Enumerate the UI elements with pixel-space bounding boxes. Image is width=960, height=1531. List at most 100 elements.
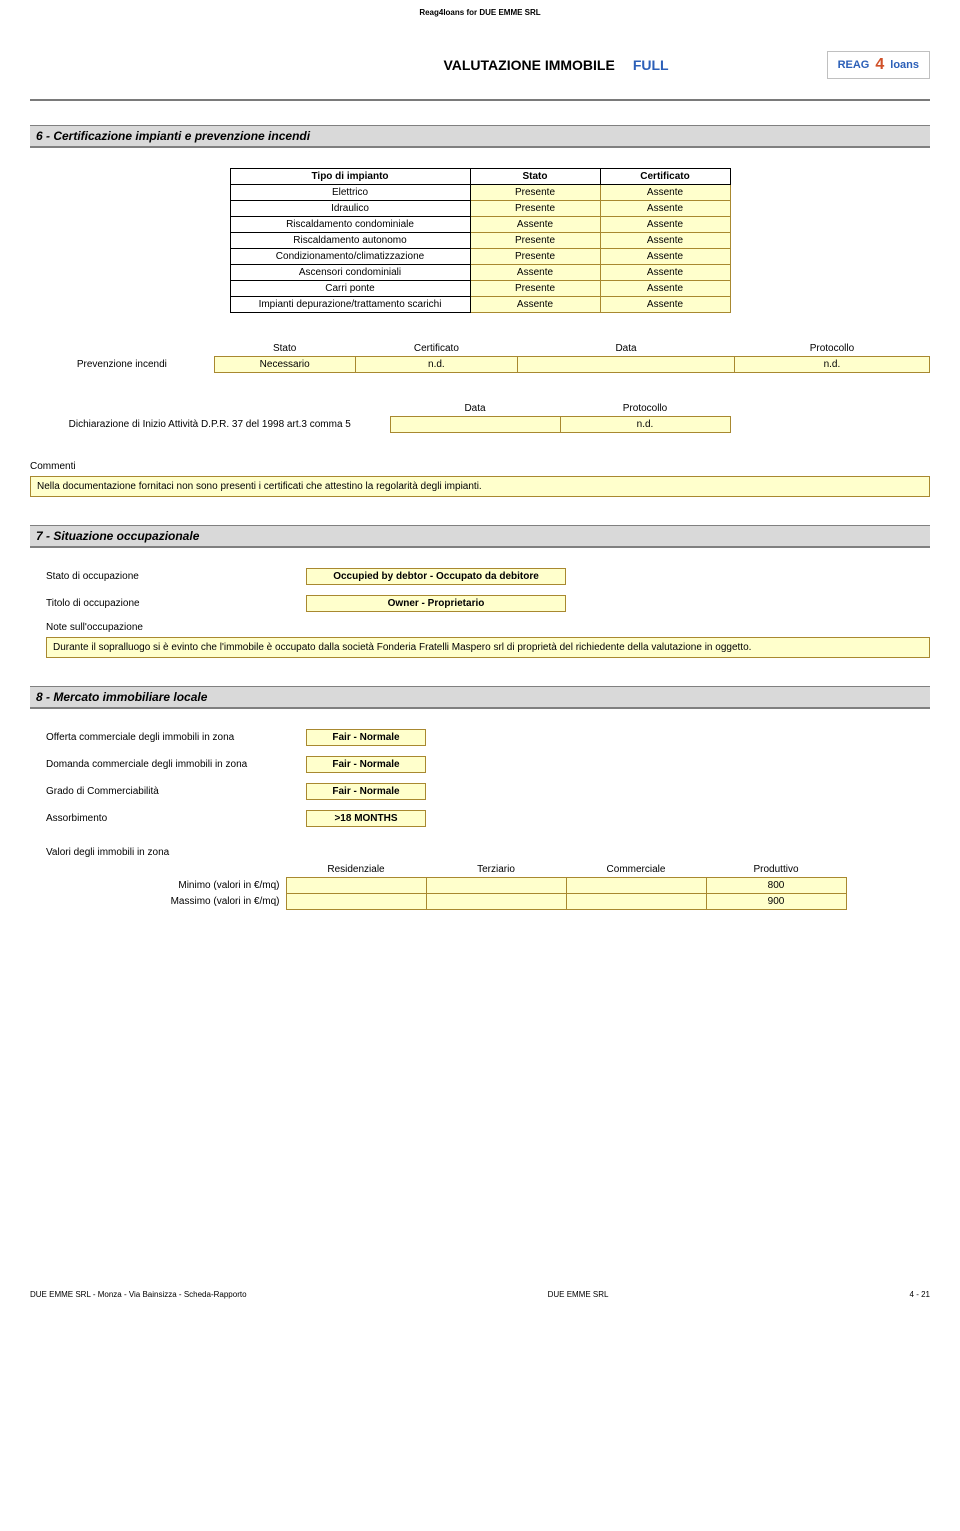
impianto-cert: Assente <box>600 233 730 249</box>
impianto-stato: Presente <box>470 249 600 265</box>
domanda-label: Domanda commerciale degli immobili in zo… <box>46 759 306 770</box>
prev-inc-label: Prevenzione incendi <box>30 357 214 373</box>
commenti-block: Commenti Nella documentazione fornitaci … <box>30 461 930 497</box>
prev-prot: n.d. <box>734 357 929 373</box>
impianto-name: Condizionamento/climatizzazione <box>230 249 470 265</box>
footer-center: DUE EMME SRL <box>548 1290 609 1299</box>
assorb-label: Assorbimento <box>46 813 306 824</box>
dich-prot: n.d. <box>560 417 730 433</box>
doc-title-type: FULL <box>633 57 669 73</box>
prev-hdr-stato: Stato <box>214 341 355 357</box>
impianto-stato: Assente <box>470 265 600 281</box>
table-row: Condizionamento/climatizzazionePresenteA… <box>230 249 730 265</box>
table-row: Ascensori condominialiAssenteAssente <box>230 265 730 281</box>
stato-occ-value: Occupied by debtor - Occupato da debitor… <box>306 568 566 585</box>
impianti-table: Tipo di impianto Stato Certificato Elett… <box>230 168 731 313</box>
grado-value: Fair - Normale <box>306 783 426 800</box>
impianto-stato: Presente <box>470 201 600 217</box>
valori-hdr-res: Residenziale <box>286 862 426 878</box>
impianto-cert: Assente <box>600 281 730 297</box>
dich-data <box>390 417 560 433</box>
impianto-stato: Presente <box>470 233 600 249</box>
section-8-header: 8 - Mercato immobiliare locale <box>30 686 930 709</box>
logo-text-left: REAG <box>838 59 870 71</box>
impianto-cert: Assente <box>600 201 730 217</box>
impianto-stato: Assente <box>470 297 600 313</box>
note-occ-label: Note sull'occupazione <box>46 622 930 633</box>
prev-hdr-prot: Protocollo <box>734 341 929 357</box>
max-res <box>286 894 426 910</box>
impianto-name: Riscaldamento condominiale <box>230 217 470 233</box>
assorb-value: >18 MONTHS <box>306 810 426 827</box>
col-tipo: Tipo di impianto <box>230 169 470 185</box>
dich-hdr-prot: Protocollo <box>560 401 730 417</box>
prev-stato: Necessario <box>214 357 355 373</box>
impianto-cert: Assente <box>600 249 730 265</box>
footer-left: DUE EMME SRL - Monza - Via Bainsizza - S… <box>30 1290 247 1299</box>
impianto-name: Elettrico <box>230 185 470 201</box>
impianto-name: Idraulico <box>230 201 470 217</box>
prev-cert: n.d. <box>355 357 518 373</box>
doc-header-small: Reag4loans for DUE EMME SRL <box>30 0 930 47</box>
logo: REAG 4 loans <box>827 51 930 79</box>
col-stato: Stato <box>470 169 600 185</box>
doc-title: VALUTAZIONE IMMOBILE <box>443 57 614 73</box>
max-prod: 900 <box>706 894 846 910</box>
titolo-occ-value: Owner - Proprietario <box>306 595 566 612</box>
max-label: Massimo (valori in €/mq) <box>46 894 286 910</box>
prev-data <box>518 357 735 373</box>
table-row: ElettricoPresenteAssente <box>230 185 730 201</box>
titolo-occ-label: Titolo di occupazione <box>46 598 306 609</box>
prevenzione-block: Stato Certificato Data Protocollo Preven… <box>30 341 930 373</box>
max-com <box>566 894 706 910</box>
min-label: Minimo (valori in €/mq) <box>46 878 286 894</box>
table-row: IdraulicoPresenteAssente <box>230 201 730 217</box>
impianto-name: Riscaldamento autonomo <box>230 233 470 249</box>
min-prod: 800 <box>706 878 846 894</box>
offerta-label: Offerta commerciale degli immobili in zo… <box>46 732 306 743</box>
prev-hdr-cert: Certificato <box>355 341 518 357</box>
impianti-table-block: Tipo di impianto Stato Certificato Elett… <box>30 168 930 313</box>
note-occ-text: Durante il sopralluogo si è evinto che l… <box>46 637 930 658</box>
impianto-stato: Assente <box>470 217 600 233</box>
col-certificato: Certificato <box>600 169 730 185</box>
logo-loop-icon: 4 <box>875 56 884 74</box>
occupazione-block: Stato di occupazione Occupied by debtor … <box>30 568 930 658</box>
valori-label: Valori degli immobili in zona <box>46 847 930 858</box>
impianto-stato: Presente <box>470 281 600 297</box>
commenti-label: Commenti <box>30 461 930 472</box>
prev-hdr-data: Data <box>518 341 735 357</box>
mercato-block: Offerta commerciale degli immobili in zo… <box>30 729 930 910</box>
max-ter <box>426 894 566 910</box>
offerta-value: Fair - Normale <box>306 729 426 746</box>
footer-right: 4 - 21 <box>910 1290 930 1299</box>
dich-hdr-data: Data <box>390 401 560 417</box>
logo-text-right: loans <box>890 59 919 71</box>
impianto-cert: Assente <box>600 217 730 233</box>
min-res <box>286 878 426 894</box>
min-ter <box>426 878 566 894</box>
table-row: Riscaldamento autonomoPresenteAssente <box>230 233 730 249</box>
dich-label: Dichiarazione di Inizio Attività D.P.R. … <box>30 417 390 433</box>
section-7-header: 7 - Situazione occupazionale <box>30 525 930 548</box>
grado-label: Grado di Commerciabilità <box>46 786 306 797</box>
section-6-header: 6 - Certificazione impianti e prevenzion… <box>30 125 930 148</box>
table-row: Riscaldamento condominialeAssenteAssente <box>230 217 730 233</box>
stato-occ-label: Stato di occupazione <box>46 571 306 582</box>
valori-hdr-ter: Terziario <box>426 862 566 878</box>
domanda-value: Fair - Normale <box>306 756 426 773</box>
min-com <box>566 878 706 894</box>
impianto-stato: Presente <box>470 185 600 201</box>
table-row: Impianti depurazione/trattamento scarich… <box>230 297 730 313</box>
impianto-name: Impianti depurazione/trattamento scarich… <box>230 297 470 313</box>
impianto-cert: Assente <box>600 265 730 281</box>
table-row: Carri pontePresenteAssente <box>230 281 730 297</box>
impianto-name: Ascensori condominiali <box>230 265 470 281</box>
impianto-cert: Assente <box>600 297 730 313</box>
page-footer: DUE EMME SRL - Monza - Via Bainsizza - S… <box>30 1290 930 1315</box>
dichiarazione-block: Data Protocollo Dichiarazione di Inizio … <box>30 401 930 433</box>
valori-hdr-prod: Produttivo <box>706 862 846 878</box>
doc-title-row: VALUTAZIONE IMMOBILE FULL REAG 4 loans <box>30 47 930 101</box>
commenti-text: Nella documentazione fornitaci non sono … <box>30 476 930 497</box>
impianto-name: Carri ponte <box>230 281 470 297</box>
